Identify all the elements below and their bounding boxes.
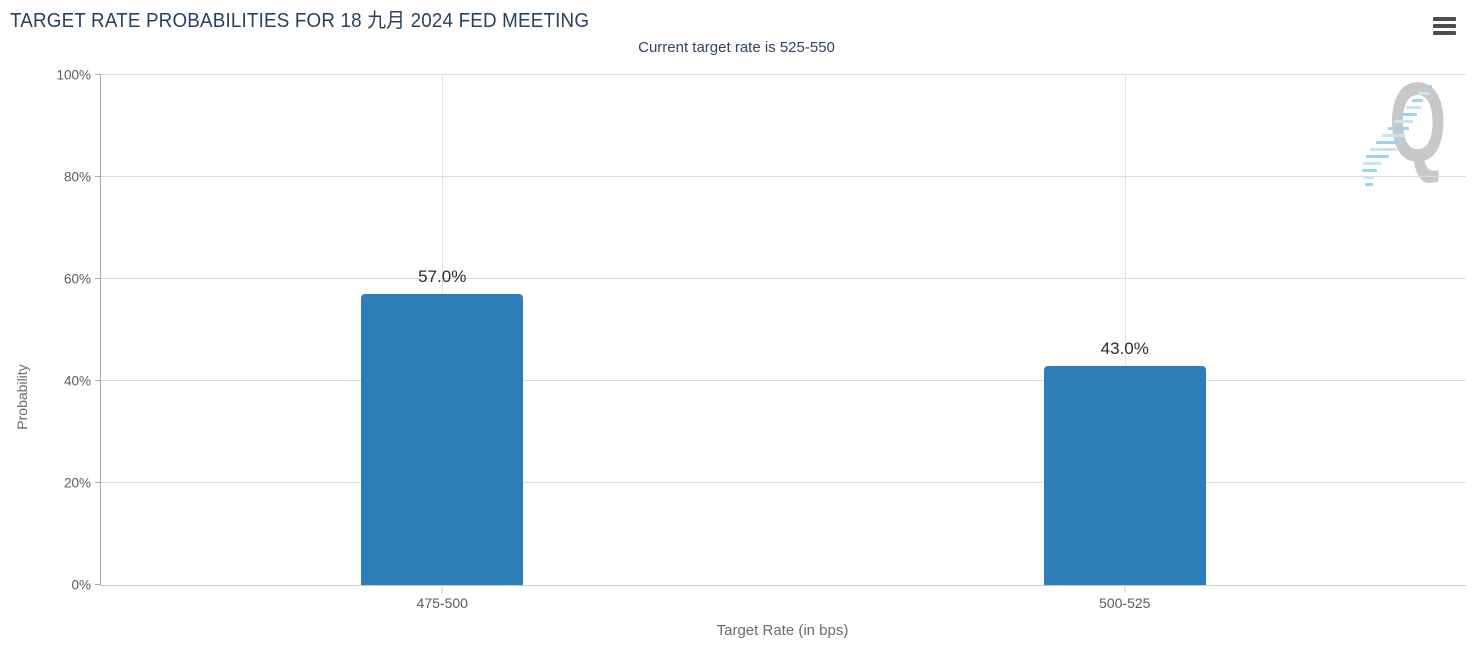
y-tick-mark [95,482,101,483]
watermark-dash [1376,141,1401,144]
x-tick-mark [441,585,443,593]
y-tick-label: 100% [56,67,91,83]
watermark-dash [1394,120,1413,123]
y-tick-label: 0% [71,577,91,593]
bar-value-label: 43.0% [1100,338,1149,358]
y-tick-mark [95,176,101,177]
watermark-dash [1424,85,1432,88]
y-axis-title: Probability [14,364,30,430]
watermark-dash [1365,183,1373,186]
v-gridline [1124,75,1126,585]
y-tick-mark [95,278,101,279]
y-tick-label: 60% [63,271,91,287]
watermark-dash [1388,127,1409,130]
y-tick-label: 80% [63,169,91,185]
probability-bar[interactable] [1043,365,1206,585]
quikstrike-watermark: Q [1359,67,1451,196]
h-gridline [101,278,1466,279]
y-tick-mark [95,380,101,381]
bar-value-label: 57.0% [418,267,467,287]
x-tick-label: 500-525 [1099,595,1151,611]
watermark-dash [1418,92,1430,95]
watermark-dash [1400,113,1417,116]
watermark-dash [1362,169,1377,172]
watermark-dash [1363,162,1382,165]
chart-menu-button[interactable] [1433,17,1456,37]
watermark-dash [1382,134,1405,137]
watermark-dash [1412,99,1423,102]
chart-title: TARGET RATE PROBABILITIES FOR 18 九月 2024… [10,10,590,32]
watermark-dash [1366,155,1389,158]
y-tick-label: 20% [63,475,91,491]
plot-area: Q 0% 20% 40% 60% 80% 100% 57.0% 475-500 43.0% 500… [56,67,1466,611]
probability-bar[interactable] [361,294,524,585]
h-gridline [101,176,1466,177]
watermark-dash [1370,148,1397,151]
hamburger-icon [1433,17,1456,35]
watermark-dash [1406,106,1421,109]
h-gridline [101,380,1466,381]
h-gridline [101,74,1466,75]
y-tick-mark [95,584,101,585]
watermark-q-letter: Q [1389,60,1447,185]
x-tick-label: 475-500 [416,595,468,611]
x-axis-title: Target Rate (in bps) [716,622,849,639]
h-gridline [101,482,1466,483]
y-tick-mark [95,74,101,75]
y-tick-label: 40% [63,373,91,389]
x-tick-mark [1124,585,1126,593]
chart-subtitle: Current target rate is 525-550 [638,39,835,56]
